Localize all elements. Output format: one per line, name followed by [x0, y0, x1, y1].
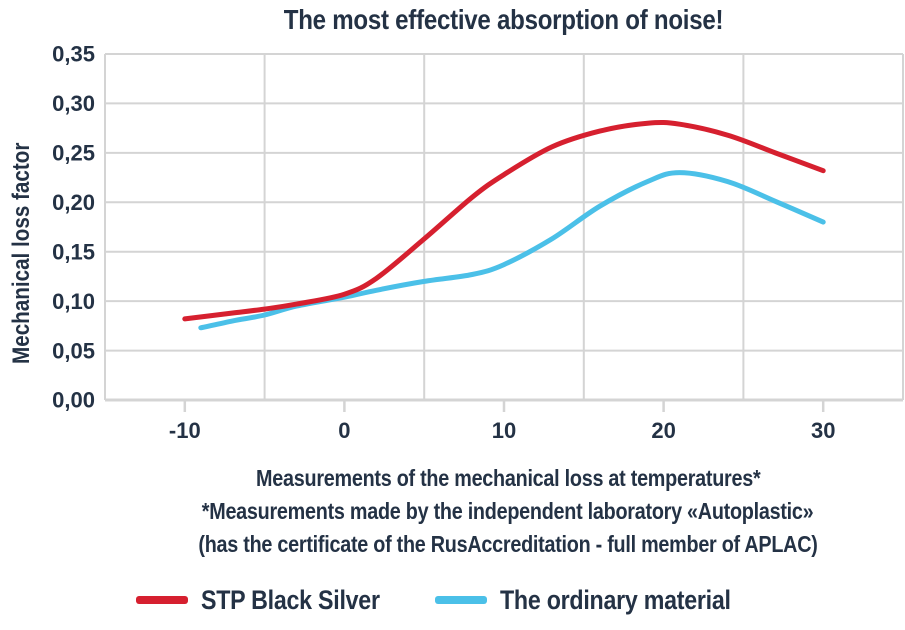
horizontal-gridlines: [105, 53, 903, 402]
legend-swatch-blue-line: [435, 596, 488, 604]
vertical-gridlines: [104, 54, 904, 400]
x-tick-label: 30: [811, 418, 835, 443]
y-tick-label: 0,00: [52, 388, 95, 413]
chart-title-text: The most effective absorption of noise!: [284, 4, 724, 35]
series-stp-black-silver: [182, 119, 826, 322]
caption-line-1-text: Measurements of the mechanical loss at t…: [255, 465, 761, 491]
y-tick-labels: 0,00 0,05 0,10 0,15 0,20 0,25 0,30 0,35: [52, 42, 95, 413]
chart-title: The most effective absorption of noise!: [105, 4, 903, 36]
legend-label-text: The ordinary material: [500, 585, 732, 615]
caption-line-3-text: (has the certificate of the RusAccredita…: [198, 531, 818, 557]
x-tick-label: 20: [651, 418, 675, 443]
legend-item-stp-black-silver: STP Black Silver: [136, 585, 409, 615]
legend-swatch-red-line: [136, 596, 189, 604]
caption-line-3: (has the certificate of the RusAccredita…: [105, 528, 905, 561]
caption-line-2-text: *Measurements made by the independent la…: [202, 498, 814, 524]
y-tick-label: 0,25: [52, 141, 95, 166]
y-tick-label: 0,30: [52, 91, 95, 116]
caption-line-2: *Measurements made by the independent la…: [105, 495, 905, 528]
x-tick-label: 10: [492, 418, 516, 443]
x-tick-label: 0: [338, 418, 350, 443]
x-tick-labels: -10 0 10 20 30: [169, 418, 836, 443]
legend-item-ordinary-material: The ordinary material: [435, 585, 768, 615]
legend-label-stp-black-silver: STP Black Silver: [201, 585, 409, 615]
x-tick-label: -10: [169, 418, 201, 443]
legend-label-ordinary-material: The ordinary material: [500, 585, 768, 615]
y-tick-label: 0,05: [52, 338, 95, 363]
legend-label-text: STP Black Silver: [201, 585, 381, 615]
legend: STP Black Silver The ordinary material: [0, 585, 905, 615]
y-tick-label: 0,10: [52, 289, 95, 314]
series-the-ordinary-material: [198, 170, 826, 331]
caption-block: Measurements of the mechanical loss at t…: [105, 462, 905, 561]
caption-line-1: Measurements of the mechanical loss at t…: [105, 462, 905, 495]
y-tick-label: 0,15: [52, 239, 95, 264]
y-tick-label: 0,35: [52, 42, 95, 67]
y-tick-label: 0,20: [52, 190, 95, 215]
x-axis-ticks: [183, 401, 825, 412]
plot-area: 0,00 0,05 0,10 0,15 0,20 0,25 0,30 0,35 -10 0 10 20…: [52, 42, 904, 443]
